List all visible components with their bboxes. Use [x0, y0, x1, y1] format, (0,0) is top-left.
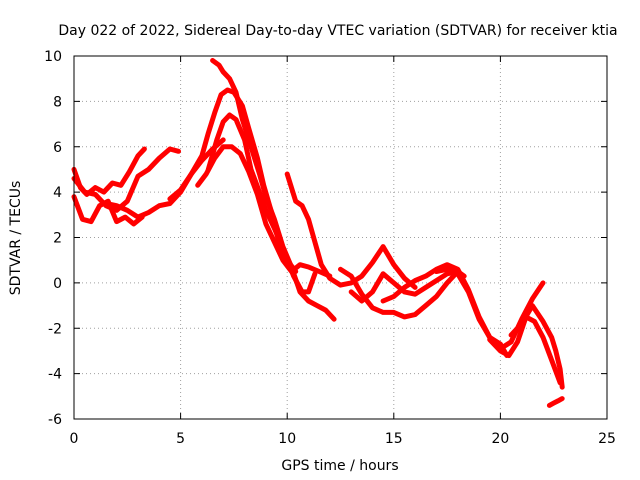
x-axis-label: GPS time / hours	[281, 458, 398, 474]
plot-frame	[73, 55, 608, 420]
satellite-track-16	[546, 396, 565, 408]
y-tick-label: -6	[48, 412, 62, 428]
satellite-track-15	[508, 303, 565, 390]
x-tick-label: 15	[385, 431, 403, 447]
satellite-track-9	[284, 171, 418, 290]
satellite-track-13	[433, 266, 546, 352]
satellite-track-8	[195, 144, 333, 279]
y-tick-label: 0	[53, 276, 62, 292]
y-tick-label: -2	[48, 321, 62, 337]
satellite-track-7	[210, 58, 337, 322]
chart-title: Day 022 of 2022, Sidereal Day-to-day VTE…	[58, 23, 617, 39]
x-tick-label: 20	[491, 431, 509, 447]
y-axis-label: SDTVAR / TECUs	[8, 181, 24, 296]
y-tick-label: 6	[53, 140, 62, 156]
x-tick-label: 5	[176, 431, 185, 447]
satellite-track-2	[71, 194, 145, 227]
satellite-track-11	[348, 269, 467, 304]
x-tick-label: 25	[598, 431, 616, 447]
y-tick-label: 8	[53, 94, 62, 110]
y-tick-label: 4	[53, 185, 62, 201]
y-tick-label: 2	[53, 231, 62, 247]
grid	[74, 56, 607, 419]
y-tick-label: -4	[48, 367, 62, 383]
x-tick-label: 10	[278, 431, 296, 447]
axis-ticks: 0 5 10 15 20 25 -6 -4 -2 0 2 4 6 8 10	[44, 49, 616, 447]
y-tick-label: 10	[44, 49, 62, 65]
satellite-track-4	[103, 137, 226, 220]
satellite-track-3	[71, 146, 181, 213]
x-tick-label: 0	[70, 431, 79, 447]
satellite-track-10	[338, 266, 461, 320]
series-layer	[71, 58, 565, 408]
